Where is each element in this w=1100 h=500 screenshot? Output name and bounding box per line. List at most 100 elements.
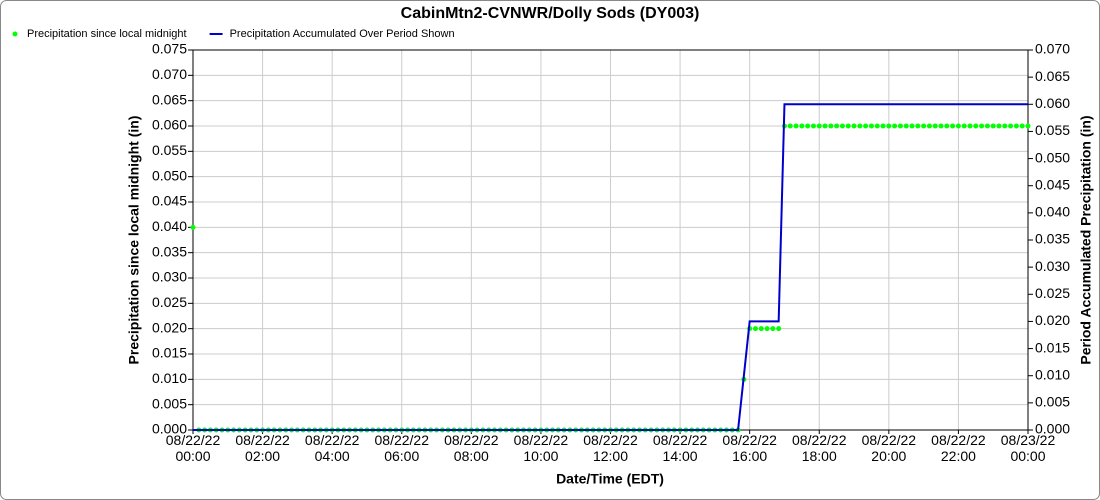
- data-point: [926, 123, 932, 129]
- y2-tick-label: 0.010: [1035, 366, 1070, 382]
- data-point: [845, 123, 851, 129]
- y-tick-label: 0.035: [152, 243, 187, 259]
- data-point: [1025, 123, 1031, 129]
- data-point: [1008, 123, 1014, 129]
- y-axis-title: Precipitation since local midnight (in): [126, 116, 142, 365]
- data-point: [886, 123, 892, 129]
- y-tick-label: 0.025: [152, 294, 187, 310]
- y2-tick-label: 0.005: [1035, 394, 1070, 410]
- data-point: [758, 326, 764, 332]
- x-tick-label: 08/22/22 14:00: [652, 432, 708, 464]
- data-point: [863, 123, 869, 129]
- data-point: [967, 123, 973, 129]
- y2-tick-label: 0.020: [1035, 312, 1070, 328]
- data-point: [915, 123, 921, 129]
- y2-axis-title: Period Accumulated Precipitation (in): [1078, 115, 1094, 364]
- y-tick-label: 0.010: [152, 370, 187, 386]
- data-point: [897, 123, 903, 129]
- data-point: [816, 123, 822, 129]
- y2-tick-label: 0.045: [1035, 176, 1070, 192]
- data-point: [787, 123, 793, 129]
- data-point: [961, 123, 967, 129]
- data-point: [955, 123, 961, 129]
- data-point: [909, 123, 915, 129]
- data-line: [193, 103, 1028, 431]
- x-tick-label: 08/22/22 06:00: [374, 432, 430, 464]
- y2-tick-label: 0.025: [1035, 285, 1070, 301]
- y2-tick-label: 0.065: [1035, 68, 1070, 84]
- y2-tick-label: 0.030: [1035, 258, 1070, 274]
- data-point: [984, 123, 990, 129]
- data-point: [1013, 123, 1019, 129]
- data-point: [752, 326, 758, 332]
- data-point: [944, 123, 950, 129]
- data-point: [938, 123, 944, 129]
- y2-tick-label: 0.035: [1035, 231, 1070, 247]
- x-tick-label: 08/22/22 00:00: [165, 432, 221, 464]
- data-point: [834, 123, 840, 129]
- x-tick-label: 08/22/22 22:00: [931, 432, 986, 464]
- data-point: [805, 123, 811, 129]
- legend-label: Precipitation Accumulated Over Period Sh…: [230, 28, 455, 40]
- data-point: [996, 123, 1002, 129]
- x-tick-label: 08/22/22 18:00: [792, 432, 847, 464]
- data-point: [770, 326, 776, 332]
- data-point: [979, 123, 985, 129]
- data-point: [828, 123, 834, 129]
- data-point: [839, 123, 845, 129]
- x-tick-label: 08/23/22 00:00: [1000, 432, 1056, 464]
- y2-tick-label: 0.040: [1035, 204, 1070, 220]
- data-point: [950, 123, 956, 129]
- x-tick-label: 08/22/22 10:00: [513, 432, 569, 464]
- data-point: [868, 123, 874, 129]
- x-tick-label: 08/22/22 12:00: [583, 432, 638, 464]
- data-point: [822, 123, 828, 129]
- y-tick-label: 0.030: [152, 269, 187, 285]
- y-tick-label: 0.065: [152, 91, 187, 107]
- data-point: [973, 123, 979, 129]
- y2-tick-label: 0.070: [1035, 41, 1070, 57]
- x-tick-label: 08/22/22 08:00: [444, 432, 499, 464]
- data-point: [903, 123, 909, 129]
- legend-label: Precipitation since local midnight: [27, 28, 187, 40]
- data-point: [851, 123, 857, 129]
- x-tick-label: 08/22/22 20:00: [861, 432, 917, 464]
- data-point: [990, 123, 996, 129]
- x-tick-label: 08/22/22 04:00: [304, 432, 360, 464]
- data-point: [190, 224, 196, 230]
- data-point: [932, 123, 938, 129]
- data-point: [793, 123, 799, 129]
- y2-tick-label: 0.015: [1035, 339, 1070, 355]
- y-tick-label: 0.015: [152, 345, 187, 361]
- y2-tick-label: 0.000: [1035, 421, 1070, 437]
- data-point: [799, 123, 805, 129]
- data-point: [921, 123, 927, 129]
- data-point: [892, 123, 898, 129]
- legend-swatch: [12, 31, 18, 37]
- y2-tick-label: 0.050: [1035, 149, 1070, 165]
- y-tick-label: 0.040: [152, 218, 187, 234]
- data-point: [810, 123, 816, 129]
- y-tick-label: 0.060: [152, 117, 187, 133]
- data-point: [764, 326, 770, 332]
- y-tick-label: 0.000: [152, 421, 187, 437]
- y-tick-label: 0.050: [152, 167, 187, 183]
- y-tick-label: 0.075: [152, 41, 187, 57]
- x-tick-label: 08/22/22 02:00: [235, 432, 290, 464]
- y-tick-label: 0.005: [152, 395, 187, 411]
- data-point: [1019, 123, 1025, 129]
- y-tick-label: 0.070: [152, 66, 187, 82]
- y2-tick-label: 0.055: [1035, 122, 1070, 138]
- data-point: [776, 326, 782, 332]
- x-tick-label: 08/22/22 16:00: [722, 432, 777, 464]
- data-point: [857, 123, 863, 129]
- y-tick-label: 0.020: [152, 319, 187, 335]
- data-point: [880, 123, 886, 129]
- y-tick-label: 0.055: [152, 142, 187, 158]
- chart-title: CabinMtn2-CVNWR/Dolly Sods (DY003): [401, 5, 700, 22]
- x-axis-title: Date/Time (EDT): [556, 471, 664, 487]
- data-point: [874, 123, 880, 129]
- y-tick-label: 0.045: [152, 193, 187, 209]
